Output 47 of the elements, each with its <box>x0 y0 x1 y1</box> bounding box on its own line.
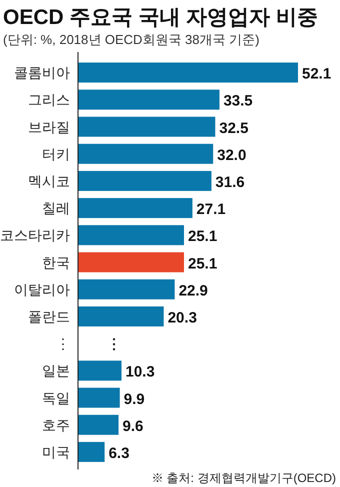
data-label: 25.1 <box>188 255 218 272</box>
bar <box>78 414 119 435</box>
y-tick-label: 멕시코 <box>28 172 70 189</box>
bar <box>78 116 216 137</box>
y-tick-label: 폴란드 <box>28 308 70 324</box>
y-tick-label: 한국 <box>42 254 70 270</box>
data-label: 10.3 <box>125 364 155 381</box>
data-label: 25.1 <box>188 228 218 246</box>
y-tick-label: 미국 <box>42 444 70 460</box>
y-tick-label: 일본 <box>42 362 70 379</box>
y-tick-label: 독일 <box>42 390 70 406</box>
bar <box>78 225 184 246</box>
text: ※ 출처: 경제협력개발기구(OECD) <box>151 471 336 485</box>
bar <box>78 90 220 110</box>
y-tick-label: 호주 <box>42 416 70 433</box>
bar <box>78 360 122 381</box>
data-label: 52.1 <box>302 66 332 83</box>
data-label: 32.0 <box>217 146 246 164</box>
bar <box>78 62 298 83</box>
bar <box>78 279 175 300</box>
y-tick-label: 코스타리카 <box>0 227 70 244</box>
y-tick-label: 브라질 <box>28 118 70 135</box>
bar <box>78 306 164 326</box>
bar <box>78 252 184 272</box>
y-tick-label: 터키 <box>42 146 70 162</box>
data-label: 6.3 <box>108 444 130 462</box>
bar <box>78 144 214 164</box>
bar <box>78 198 192 218</box>
y-tick-label: 칠레 <box>42 200 70 216</box>
data-label: 22.9 <box>178 282 208 300</box>
data-label: 32.5 <box>219 120 248 137</box>
bar <box>78 388 120 408</box>
annotation: ⋮ <box>107 336 121 352</box>
data-label: 31.6 <box>215 174 245 191</box>
y-tick-label: 그리스 <box>28 92 70 108</box>
data-label: 9.9 <box>124 390 145 408</box>
data-label: 27.1 <box>196 201 226 218</box>
data-label: 9.6 <box>122 418 144 435</box>
bar <box>78 170 212 191</box>
data-label: 20.3 <box>168 309 197 326</box>
y-tick-label: ⋮ <box>56 336 70 352</box>
y-tick-label: 이탈리아 <box>14 281 70 298</box>
y-tick-label: 콜롬비아 <box>14 64 70 81</box>
chart-title: OECD 주요국 국내 자영업자 비중 <box>3 6 318 29</box>
chart-subtitle: (단위: %, 2018년 OECD회원국 38개국 기준) <box>3 32 260 47</box>
bar <box>78 442 105 462</box>
data-label: 33.5 <box>223 92 253 110</box>
